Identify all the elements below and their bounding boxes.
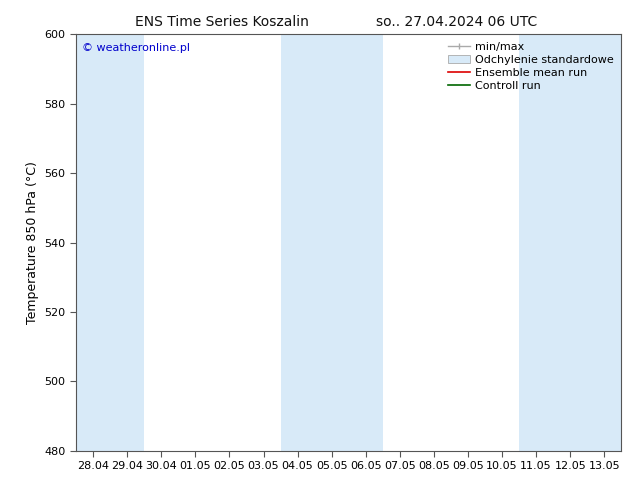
Bar bbox=[519, 34, 621, 451]
Text: ENS Time Series Koszalin: ENS Time Series Koszalin bbox=[135, 15, 309, 29]
Text: so.. 27.04.2024 06 UTC: so.. 27.04.2024 06 UTC bbox=[376, 15, 537, 29]
Y-axis label: Temperature 850 hPa (°C): Temperature 850 hPa (°C) bbox=[26, 161, 39, 324]
Legend: min/max, Odchylenie standardowe, Ensemble mean run, Controll run: min/max, Odchylenie standardowe, Ensembl… bbox=[446, 40, 616, 93]
Bar bbox=[76, 34, 144, 451]
Bar bbox=[280, 34, 383, 451]
Text: © weatheronline.pl: © weatheronline.pl bbox=[82, 43, 190, 52]
